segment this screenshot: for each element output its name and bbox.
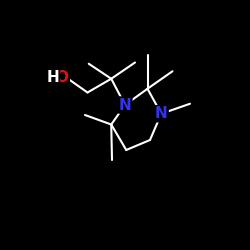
Text: H: H (46, 70, 59, 85)
Text: O: O (56, 70, 69, 85)
Text: N: N (155, 106, 168, 121)
Text: N: N (119, 98, 132, 112)
